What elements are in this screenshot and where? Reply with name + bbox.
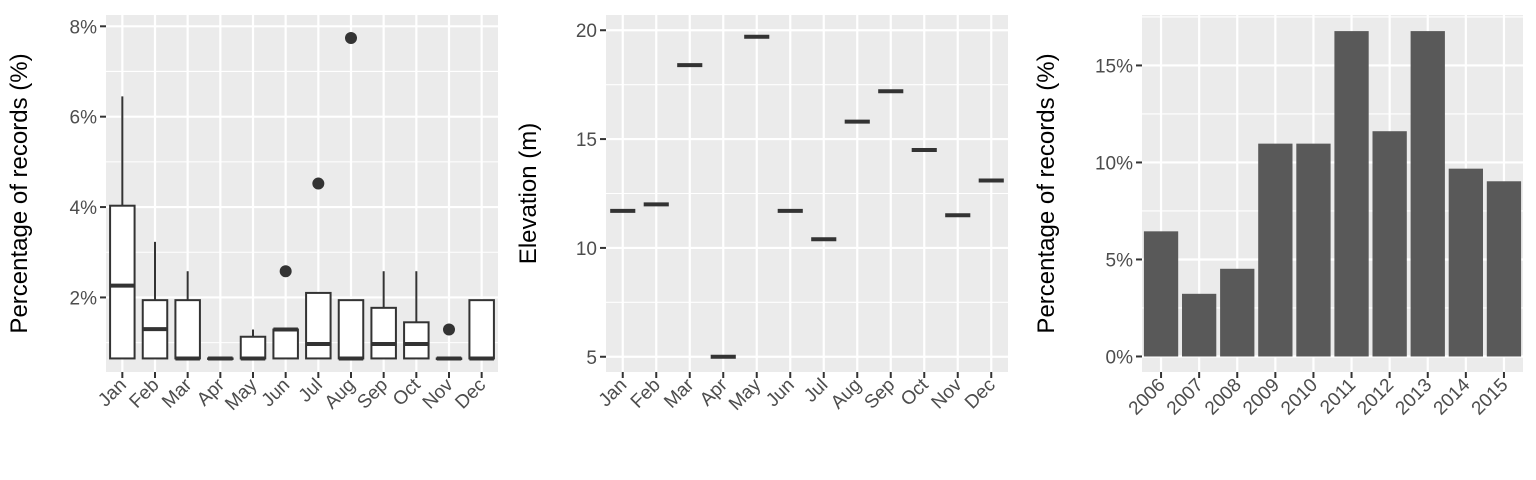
x-tick-label: Dec (451, 375, 490, 414)
y-tick-label: 15% (1095, 56, 1133, 77)
box-dec (468, 299, 495, 360)
y-axis-title: Percentage of records (%) (6, 53, 33, 333)
x-tick-label: Aug (321, 375, 360, 414)
x-tick-label: May (725, 374, 766, 415)
bar-2009 (1258, 143, 1293, 357)
x-tick-label: Jun (762, 375, 799, 412)
bar-2010 (1296, 143, 1331, 357)
x-tick-label: 2012 (1353, 375, 1398, 420)
bar-2006 (1143, 231, 1179, 357)
x-tick-label: 2006 (1125, 375, 1170, 420)
x-tick-label: Sep (861, 375, 900, 414)
y-tick-label: 5% (1106, 250, 1134, 271)
y-tick-label: 0% (1106, 347, 1134, 368)
x-tick-label: Apr (696, 374, 732, 410)
y-tick-label: 4% (70, 198, 98, 219)
x-tick-label: May (221, 374, 262, 415)
y-tick-label: 8% (70, 17, 98, 38)
box-sep (370, 306, 397, 360)
x-tick-label: Aug (827, 375, 866, 414)
y-tick-label: 5 (586, 348, 597, 369)
bar-2014 (1448, 168, 1483, 357)
x-tick-label: Feb (627, 375, 665, 413)
y-tick-label: 15 (576, 130, 597, 151)
outlier-point (443, 323, 455, 336)
x-tick-label: 2008 (1201, 375, 1246, 420)
panel-yearly-records-bar: 0%5%10%15%200620072008200920102011201220… (1033, 15, 1523, 419)
y-tick-label: 20 (576, 21, 597, 42)
bar-2011 (1334, 31, 1369, 357)
x-tick-label: Feb (126, 375, 164, 413)
bar-2007 (1182, 293, 1217, 357)
y-tick-label: 10 (576, 239, 597, 260)
x-tick-label: 2007 (1163, 375, 1208, 420)
box-mar (174, 299, 201, 360)
panel-background (106, 15, 498, 372)
x-tick-label: Oct (897, 374, 933, 410)
x-tick-label: Sep (353, 375, 392, 414)
x-tick-label: Jun (258, 375, 295, 412)
x-tick-label: Jan (595, 375, 632, 412)
bar-2012 (1372, 131, 1407, 357)
x-tick-label: 2015 (1468, 375, 1513, 420)
y-axis-title: Elevation (m) (515, 123, 542, 264)
box-jan (109, 204, 136, 360)
x-tick-label: Jan (94, 375, 131, 412)
y-axis-title: Percentage of records (%) (1033, 53, 1060, 333)
y-tick-label: 10% (1095, 153, 1133, 174)
bar-2013 (1410, 31, 1445, 357)
outlier-point (345, 32, 357, 45)
outlier-point (279, 265, 292, 278)
box-oct (403, 321, 430, 360)
box-jul (305, 291, 332, 360)
y-tick-label: 2% (70, 288, 98, 309)
x-tick-label: Mar (158, 374, 196, 412)
x-tick-label: Oct (389, 374, 425, 410)
y-tick-label: 6% (70, 108, 98, 129)
x-tick-label: Jul (800, 375, 832, 407)
x-tick-label: Jul (295, 375, 327, 407)
box-aug (337, 299, 365, 360)
x-tick-label: 2010 (1277, 375, 1322, 420)
x-tick-label: 2014 (1430, 374, 1475, 419)
x-tick-label: Dec (961, 375, 1000, 414)
x-tick-label: Apr (193, 374, 229, 410)
x-tick-label: 2011 (1316, 375, 1360, 419)
bar-2008 (1220, 268, 1255, 357)
box-jun (272, 328, 299, 360)
bar-2015 (1486, 181, 1522, 357)
box-may (239, 335, 267, 360)
x-tick-label: 2013 (1392, 375, 1437, 420)
x-tick-label: 2009 (1239, 375, 1284, 420)
x-tick-label: Mar (660, 374, 698, 412)
outlier-point (312, 177, 325, 190)
x-tick-label: Nov (419, 374, 458, 413)
x-tick-label: Nov (928, 374, 967, 413)
